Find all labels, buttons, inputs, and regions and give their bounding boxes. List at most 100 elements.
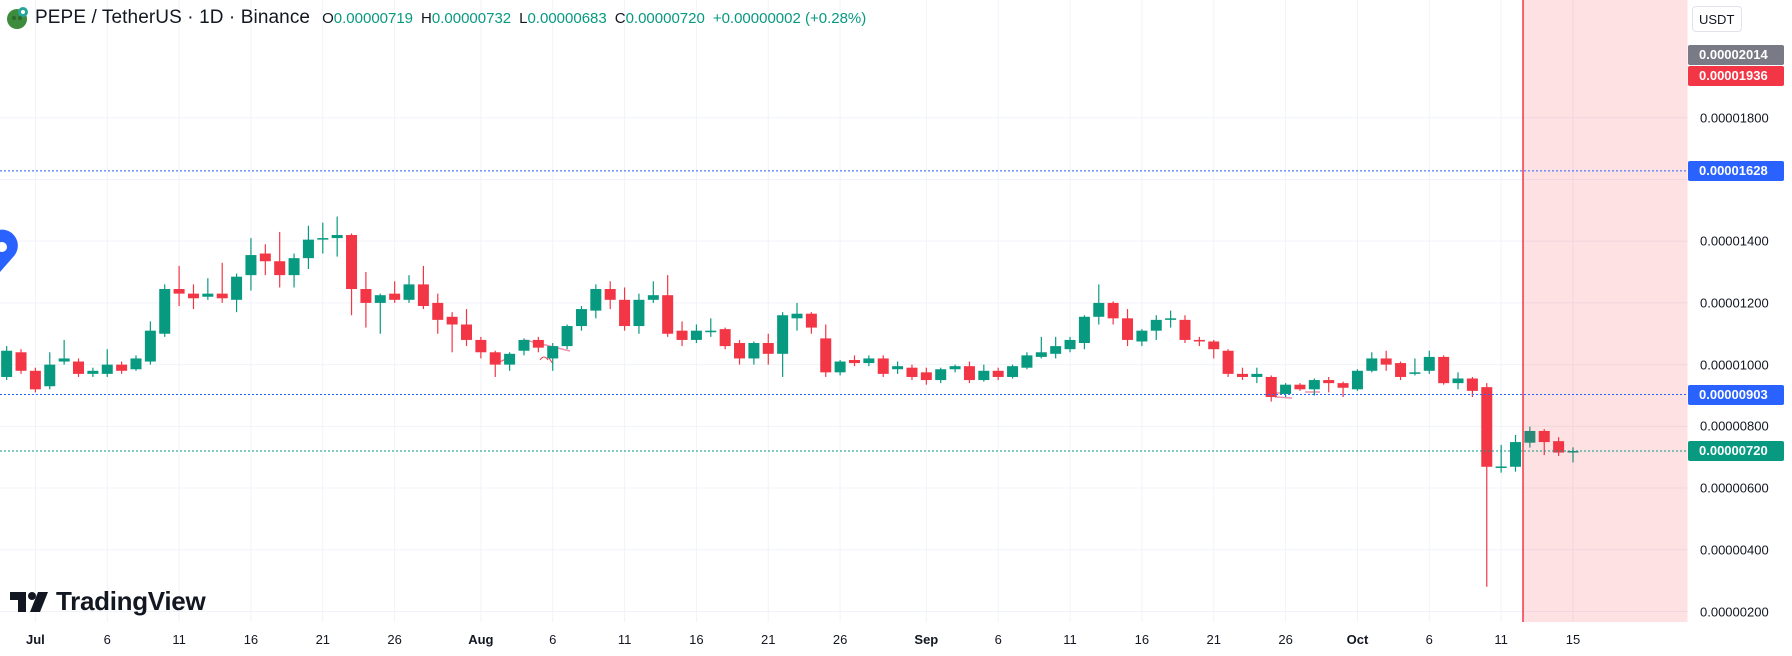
candle-sep-6 [992, 367, 1004, 381]
time-axis-label: 21 [1206, 632, 1221, 647]
candle-body [504, 353, 516, 365]
candle-jul-4 [73, 358, 85, 377]
overlays [0, 0, 1688, 622]
candle-aug-3 [504, 352, 516, 371]
candle-body [834, 361, 846, 373]
candle-body [1380, 358, 1392, 365]
time-axis-label: 21 [761, 632, 776, 647]
location-pin-icon [0, 229, 18, 272]
candle-body [1035, 352, 1047, 357]
candle-aug-20 [748, 341, 760, 365]
candle-jul-10 [159, 284, 171, 337]
candle-body [935, 369, 947, 381]
candle-body [662, 295, 674, 334]
candle-aug-22 [777, 312, 789, 377]
candle-sep-27 [1294, 383, 1306, 391]
candle-aug-4 [518, 338, 530, 356]
candle-body [1524, 430, 1536, 443]
candle-body [1078, 316, 1090, 344]
candle-body [389, 293, 401, 300]
symbol-header: PEPE / TetherUS · 1D · Binance O0.000007… [0, 4, 866, 32]
candle-body [1280, 384, 1292, 394]
candle-body [475, 339, 487, 353]
pepe-coin-icon[interactable] [6, 7, 28, 29]
candle-oct-15 [1553, 437, 1565, 456]
candle-sep-1 [920, 367, 932, 385]
candle-aug-13 [647, 281, 659, 303]
candle-body [762, 343, 774, 354]
candle-jul-20 [302, 225, 314, 269]
candle-oct-4 [1395, 361, 1407, 381]
candle-aug-19 [734, 339, 746, 365]
candle-aug-6 [547, 343, 559, 371]
currency-unit-button[interactable]: USDT [1692, 6, 1742, 32]
candle-jul-2 [44, 352, 56, 390]
candle-aug-23 [791, 302, 803, 331]
candle-sep-17 [1150, 315, 1162, 340]
candle-body [202, 293, 214, 297]
candle-oct-5 [1409, 358, 1421, 376]
candle-oct-12 [1510, 434, 1522, 472]
candle-body [1452, 378, 1464, 384]
candle-aug-27 [848, 355, 860, 367]
time-axis-label: Aug [468, 632, 494, 647]
candle-jul-27 [403, 275, 415, 303]
candle-aug-24 [805, 312, 817, 334]
candle-body [1, 350, 13, 377]
pen-drawing [492, 355, 554, 365]
candle-body [1107, 302, 1119, 319]
time-axis-label: Sep [914, 632, 939, 647]
candle-body [1179, 319, 1191, 340]
price-axis-label: 0.00000400 [1700, 542, 1769, 558]
candle-jul-25 [374, 293, 386, 334]
candle-jul-11 [173, 265, 185, 306]
candle-jul-3 [58, 339, 70, 365]
candle-sep-30 [1337, 381, 1349, 398]
candle-oct-9 [1466, 376, 1478, 398]
candle-body [1050, 346, 1062, 354]
price-axis-label: 0.00001800 [1700, 110, 1769, 126]
time-axis-label: 16 [243, 632, 259, 647]
candle-body [748, 343, 760, 359]
candle-body [1093, 302, 1105, 317]
candle-body [259, 253, 271, 262]
time-axis-label: 26 [387, 632, 402, 647]
candle-jul-1 [29, 367, 41, 393]
candle-body [863, 358, 875, 364]
candle-body [317, 238, 329, 240]
ohlc-close: C0.00000720 [614, 9, 705, 27]
candle-oct-6 [1423, 350, 1435, 374]
candle-sep-20 [1193, 336, 1205, 347]
candle-jul-14 [216, 262, 228, 303]
time-axis-label: 15 [1565, 632, 1581, 647]
tradingview-logo[interactable]: TradingView [10, 586, 206, 617]
symbol-title[interactable]: PEPE / TetherUS · 1D · Binance [35, 7, 311, 28]
candle-body [690, 330, 702, 340]
price-axis-label: 0.00000200 [1700, 604, 1769, 619]
candle-body [1553, 441, 1565, 453]
candle-sep-22 [1222, 349, 1234, 377]
candle-body [346, 235, 358, 290]
candle-body [1366, 358, 1378, 371]
candle-body [518, 339, 530, 351]
candle-body [848, 359, 860, 364]
highlight-region [1523, 0, 1688, 622]
candle-body [417, 284, 429, 306]
candle-sep-9 [1035, 336, 1047, 359]
candle-sep-25 [1265, 375, 1277, 402]
time-axis-label: 11 [617, 632, 632, 647]
price-badge-line-upper: 0.00001628 [1688, 161, 1784, 181]
candle-body [1294, 384, 1306, 390]
candle-aug-17 [705, 318, 717, 337]
candle-body [547, 346, 559, 359]
candle-jul-28 [417, 265, 429, 310]
candle-body [245, 255, 257, 276]
candle-body [1122, 318, 1134, 340]
time-axis-label: 26 [1278, 632, 1293, 647]
candle-jul-22 [331, 216, 343, 257]
candle-body [87, 370, 99, 374]
candle-jul-26 [389, 281, 401, 303]
candle-aug-10 [604, 281, 616, 310]
candle-oct-10 [1481, 383, 1493, 587]
